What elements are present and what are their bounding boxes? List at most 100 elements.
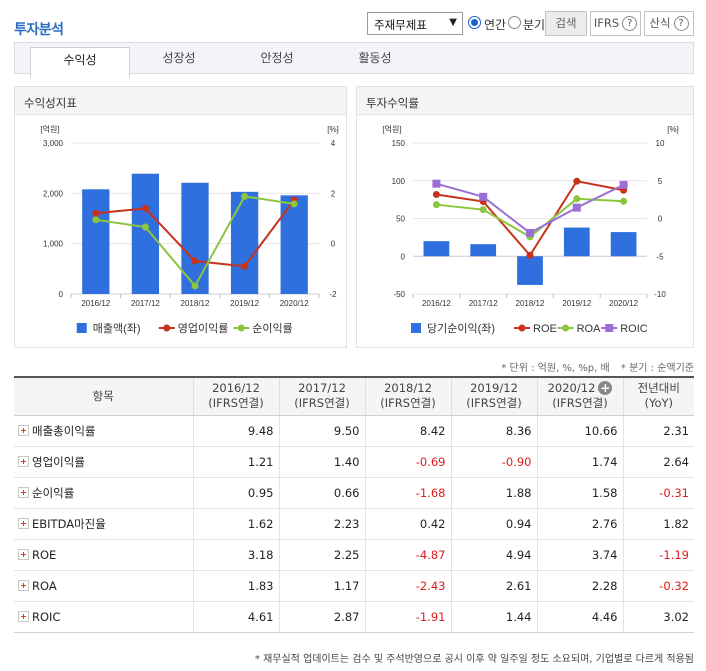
row-label-cell[interactable]: 매출총이익률 (14, 415, 193, 447)
left-tick-label: 3,000 (43, 139, 64, 148)
bar (280, 195, 308, 294)
chart-notes: * 단위 : 억원, %, %p, 배 * 분기 : 순액기준 (0, 359, 694, 374)
value-cell: 3.02 (622, 601, 694, 633)
series-point (573, 177, 581, 185)
bar (131, 173, 160, 294)
row-label-cell[interactable]: 영업이익률 (14, 446, 193, 478)
x-tick-label: 2016/12 (422, 299, 451, 308)
tab-growth[interactable]: 성장성 (162, 51, 196, 65)
radio-quarter[interactable] (508, 16, 521, 29)
series-point (620, 197, 628, 205)
legend-swatch (562, 324, 570, 332)
row-label-cell[interactable]: ROA (14, 570, 193, 602)
row-label-cell[interactable]: 순이익률 (14, 477, 193, 509)
legend-swatch (605, 324, 614, 332)
row-label-cell[interactable]: ROIC (14, 601, 193, 633)
legend-swatch (237, 324, 245, 332)
series-point (191, 257, 199, 265)
header-2018: 2018/12 (IFRS연결) (364, 376, 451, 416)
header-2016: 2016/12 (IFRS연결) (192, 376, 279, 416)
radio-annual-label[interactable]: 연간 (484, 18, 507, 32)
left-tick-label: 1,000 (43, 240, 64, 249)
value-cell: 0.95 (192, 477, 279, 509)
series-point (141, 223, 149, 231)
value-cell: -0.90 (450, 446, 537, 478)
expand-row-icon[interactable] (18, 486, 29, 498)
series-point (573, 195, 581, 203)
x-tick-label: 2017/12 (469, 299, 498, 308)
series-point (526, 251, 534, 259)
x-tick-label: 2019/12 (562, 299, 591, 308)
value-cell: 10.66 (536, 415, 623, 447)
search-button[interactable]: 검색 (545, 11, 587, 36)
series-point (92, 209, 100, 217)
tab-stability[interactable]: 안정성 (260, 51, 294, 65)
value-cell: 2.28 (536, 570, 623, 602)
table-row: 순이익률 0.95 0.66 -1.68 1.88 1.58 -0.31 (14, 477, 694, 509)
value-cell: 4.46 (536, 601, 623, 633)
row-label-cell[interactable]: ROE (14, 539, 193, 571)
return-chart-panel: 투자수익률 [억원] [%] -50 -10 0 -5 50 0 100 5 150 10 2016/1… (356, 86, 694, 348)
expand-row-icon[interactable] (18, 548, 29, 560)
row-label: ROE (32, 547, 57, 562)
profitability-chart: [억원] [%] 0 -2 1,000 0 2,000 2 3,000 4 2016/12 2017/… (40, 124, 338, 335)
tab-activity[interactable]: 활동성 (358, 51, 392, 65)
series-point (290, 200, 298, 208)
series-point (479, 192, 488, 201)
unit-note: * 단위 : 억원, %, %p, 배 (501, 363, 610, 374)
row-label-cell[interactable]: EBITDA마진율 (14, 508, 193, 540)
value-cell: -0.31 (622, 477, 694, 509)
series-point (141, 204, 149, 212)
profitability-chart-panel: 수익성지표 [억원] [%] 0 -2 1,000 0 2,000 2 3,000 4 2016/1… (14, 86, 347, 348)
left-axis-unit: [억원] (40, 124, 59, 134)
right-tick-label: 0 (331, 240, 336, 249)
radio-annual[interactable] (468, 16, 481, 29)
header-2017: 2017/12 (IFRS연결) (278, 376, 365, 416)
series-point (241, 192, 249, 200)
bar (517, 256, 543, 285)
statement-type-select[interactable]: 주재무제표 ▼ (367, 12, 463, 35)
left-tick-label: 150 (392, 139, 406, 148)
ifrs-label: IFRS (593, 16, 620, 30)
left-tick-label: 2,000 (43, 189, 64, 198)
tab-profitability[interactable]: 수익성 (30, 47, 130, 79)
right-tick-label: 0 (658, 215, 663, 224)
header: 투자분석 주재무제표 ▼ 연간 분기 검색 IFRS? 산식? (0, 0, 706, 44)
x-tick-label: 2018/12 (516, 299, 545, 308)
return-chart: [억원] [%] -50 -10 0 -5 50 0 100 5 150 10 2016/12 2017/… (382, 124, 679, 335)
series-point (241, 262, 249, 270)
right-tick-label: 5 (658, 177, 663, 186)
left-tick-label: 50 (396, 215, 405, 224)
quarter-note: * 분기 : 순액기준 (620, 363, 694, 374)
x-tick-label: 2020/12 (280, 299, 309, 308)
expand-columns-icon[interactable]: + (598, 381, 613, 396)
formula-button[interactable]: 산식? (644, 11, 694, 36)
row-label: 순이익률 (32, 485, 75, 500)
radio-quarter-label[interactable]: 분기 (523, 18, 546, 32)
legend-swatch (518, 324, 526, 332)
expand-row-icon[interactable] (18, 424, 29, 436)
header-2019: 2019/12 (IFRS연결) (450, 376, 537, 416)
x-tick-label: 2017/12 (131, 299, 160, 308)
expand-row-icon[interactable] (18, 579, 29, 591)
value-cell: 1.40 (278, 446, 365, 478)
value-cell: 1.83 (192, 570, 279, 602)
value-cell: 1.88 (450, 477, 537, 509)
left-tick-label: -50 (393, 290, 405, 299)
profitability-chart-title: 수익성지표 (15, 87, 346, 115)
expand-row-icon[interactable] (18, 517, 29, 529)
table-row: EBITDA마진율 1.62 2.23 0.42 0.94 2.76 1.82 (14, 508, 694, 540)
expand-row-icon[interactable] (18, 610, 29, 622)
value-cell: 8.42 (364, 415, 451, 447)
ifrs-button[interactable]: IFRS? (590, 11, 641, 36)
value-cell: 2.87 (278, 601, 365, 633)
expand-row-icon[interactable] (18, 455, 29, 467)
value-cell: 1.62 (192, 508, 279, 540)
left-tick-label: 0 (401, 252, 406, 261)
value-cell: -0.69 (364, 446, 451, 478)
value-cell: 8.36 (450, 415, 537, 447)
x-tick-label: 2020/12 (609, 299, 638, 308)
row-label: 매출총이익률 (32, 423, 96, 438)
right-axis-unit: [%] (667, 125, 679, 134)
table-row: ROIC 4.61 2.87 -1.91 1.44 4.46 3.02 (14, 601, 694, 633)
